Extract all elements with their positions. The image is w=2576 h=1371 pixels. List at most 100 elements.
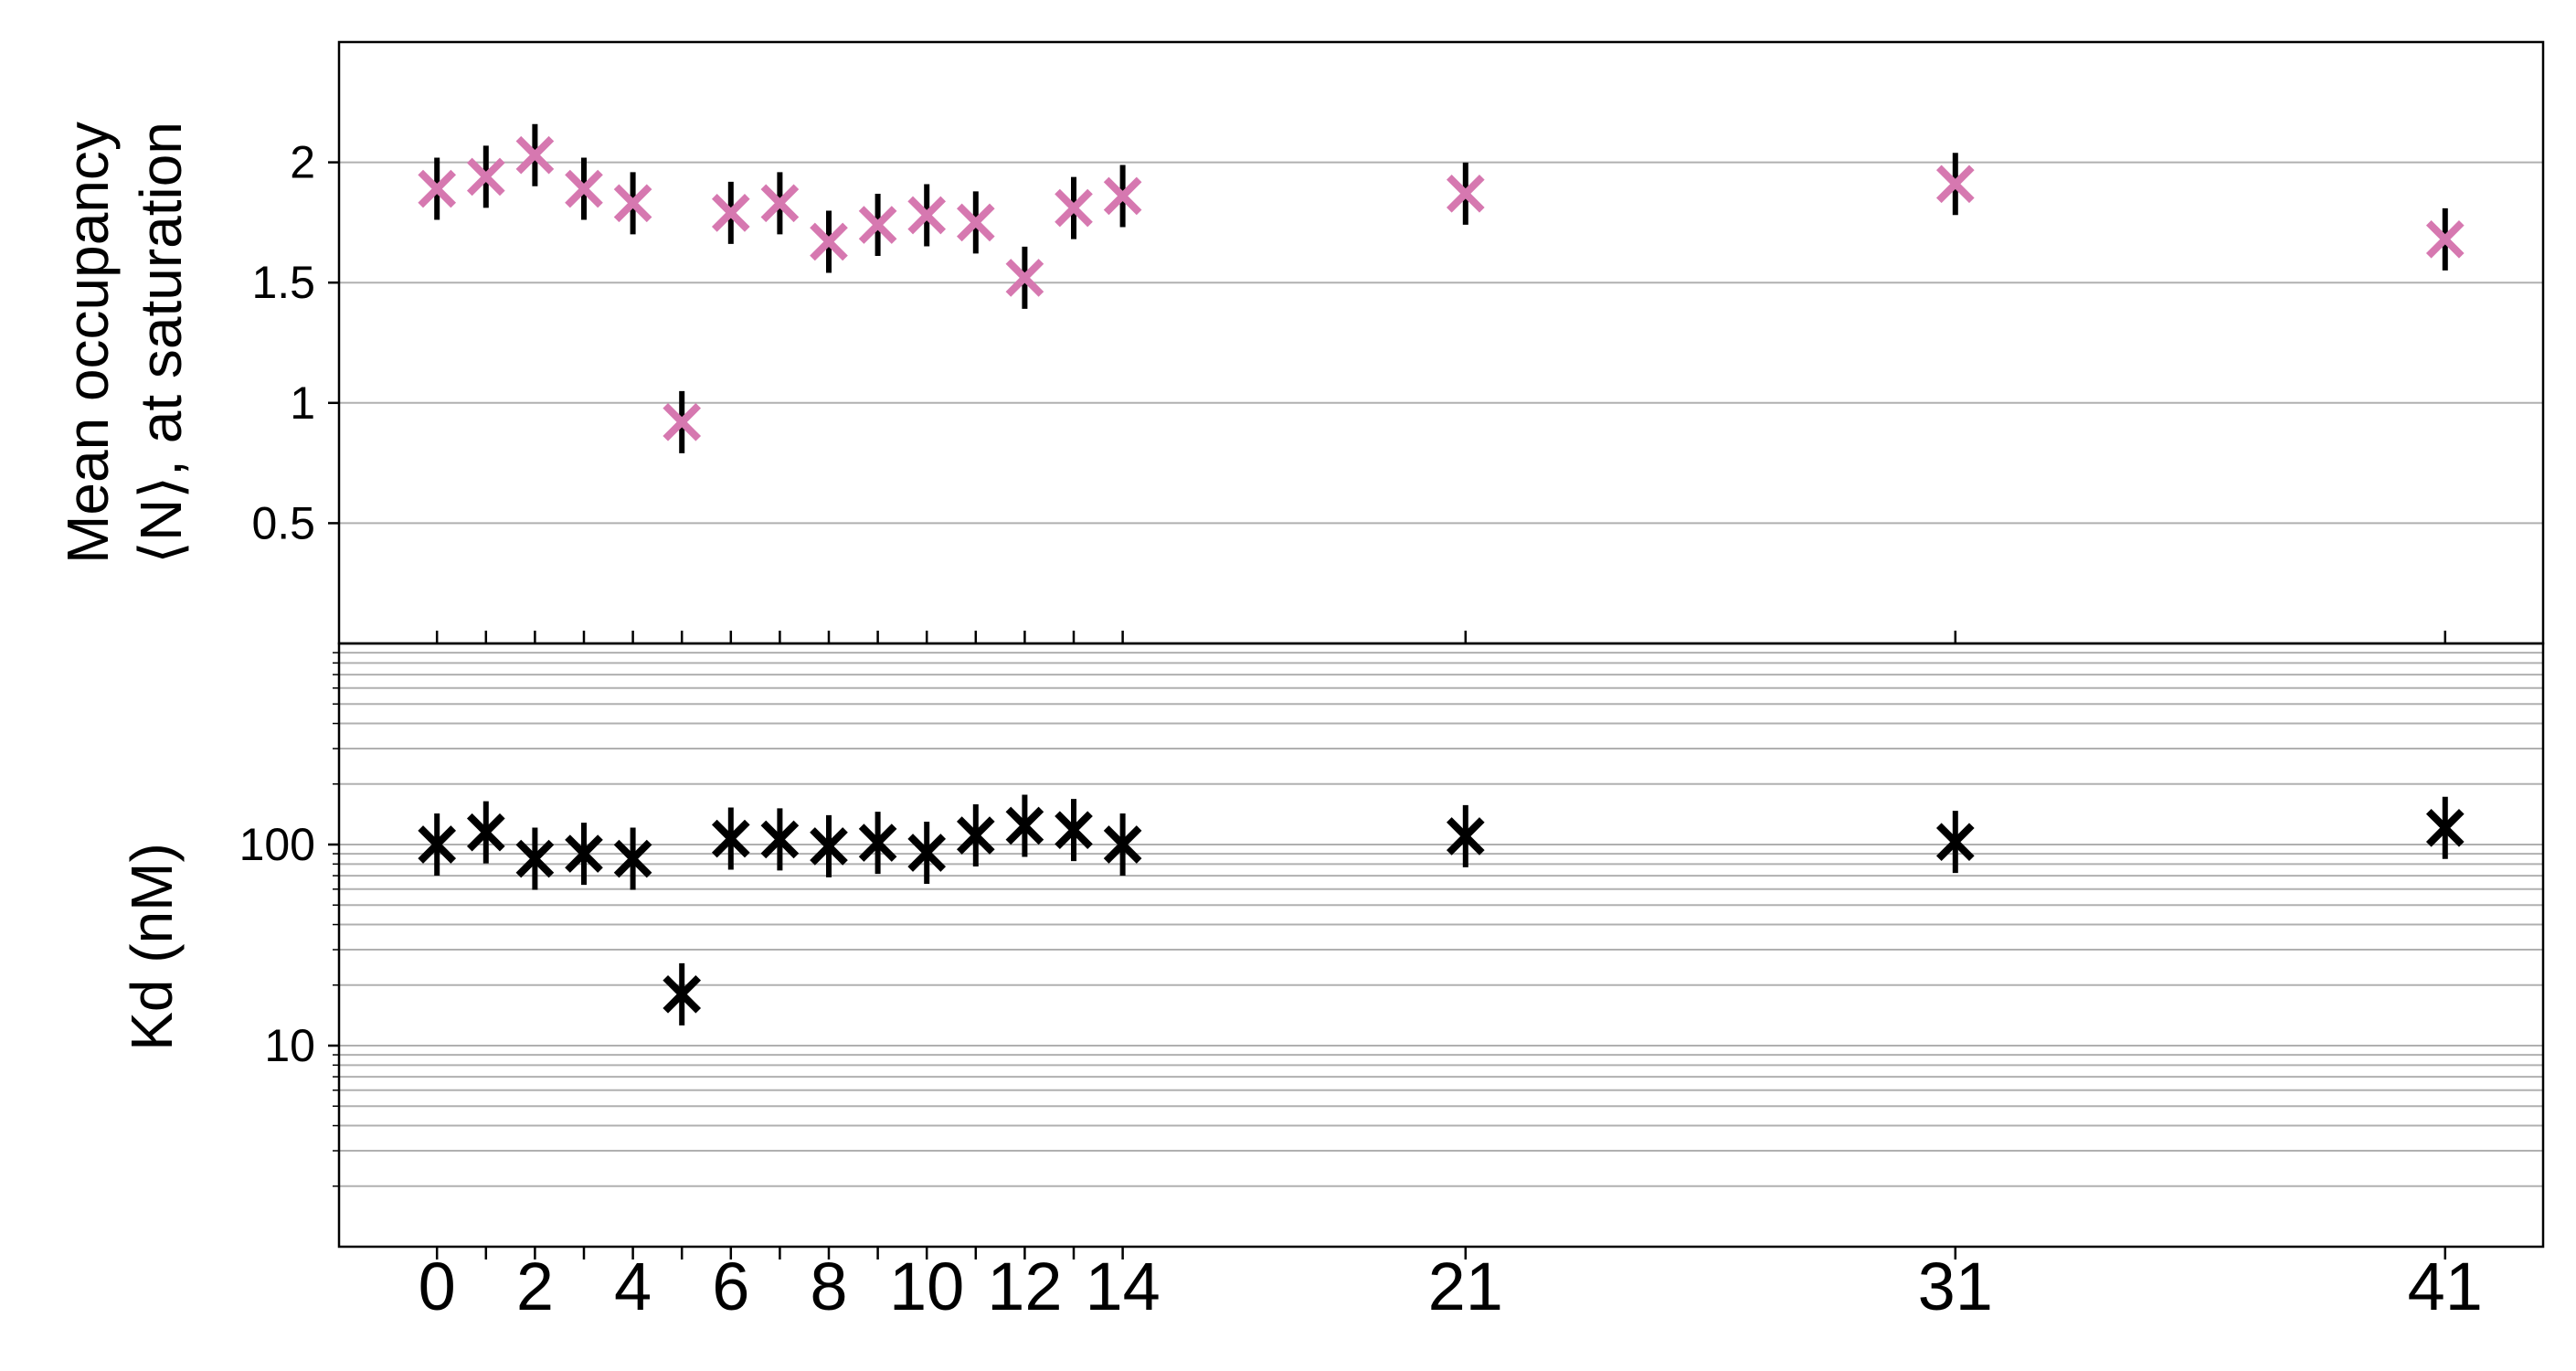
top-y-ticks: 0.5 1 1.5 2 xyxy=(251,137,339,548)
x-tick-label-8: 8 xyxy=(810,1249,847,1324)
kd-marker-17 xyxy=(2425,808,2465,847)
top-y-tick-label-1: 1 xyxy=(290,377,315,429)
occupancy-point-1 xyxy=(466,145,505,208)
top-panel-grid xyxy=(339,161,2543,525)
x-ticks: 0 2 4 6 8 10 12 14 21 31 41 xyxy=(419,631,2483,1324)
kd-marker-7 xyxy=(760,820,800,859)
occupancy-point-13 xyxy=(1055,176,1093,239)
kd-marker-14 xyxy=(1103,825,1142,864)
kd-marker-12 xyxy=(1005,806,1044,845)
bottom-y-ticks: 10 100 xyxy=(239,652,339,1187)
occupancy-marker-12 xyxy=(1005,259,1044,297)
kd-marker-1 xyxy=(466,813,505,852)
kd-point-12 xyxy=(1005,794,1044,857)
kd-point-6 xyxy=(711,807,750,870)
kd-point-16 xyxy=(1935,811,1975,874)
occupancy-point-15 xyxy=(1446,162,1485,225)
kd-marker-11 xyxy=(956,816,995,855)
kd-point-17 xyxy=(2425,796,2465,859)
occupancy-point-4 xyxy=(613,172,652,235)
x-tick-label-10: 10 xyxy=(889,1249,964,1324)
kd-marker-9 xyxy=(858,824,897,862)
x-tick-label-0: 0 xyxy=(419,1249,456,1324)
x-tick-label-21: 21 xyxy=(1428,1249,1503,1324)
bottom-panel-frame xyxy=(337,642,2545,1249)
occupancy-marker-7 xyxy=(760,184,800,223)
x-tick-label-31: 31 xyxy=(1918,1249,1993,1324)
kd-marker-13 xyxy=(1055,811,1093,850)
kd-marker-15 xyxy=(1446,817,1485,856)
occupancy-marker-9 xyxy=(858,206,897,244)
top-y-tick-label-0: 0.5 xyxy=(251,497,315,548)
occupancy-marker-15 xyxy=(1446,174,1485,213)
occupancy-point-9 xyxy=(858,194,897,257)
x-tick-label-12: 12 xyxy=(987,1249,1062,1324)
occupancy-point-14 xyxy=(1103,165,1142,228)
occupancy-point-10 xyxy=(907,184,947,247)
bottom-y-tick-label-0: 10 xyxy=(264,1020,315,1071)
kd-point-15 xyxy=(1446,804,1485,867)
kd-point-0 xyxy=(418,813,457,876)
occupancy-point-0 xyxy=(418,157,457,220)
bottom-panel-points xyxy=(418,794,2465,1026)
occupancy-marker-10 xyxy=(907,196,947,235)
top-y-axis-title-line2: ⟨N⟩, at saturation xyxy=(128,122,194,564)
kd-marker-6 xyxy=(711,819,750,858)
occupancy-marker-17 xyxy=(2425,219,2465,259)
kd-point-13 xyxy=(1055,799,1093,862)
kd-point-5 xyxy=(663,962,702,1026)
occupancy-point-7 xyxy=(760,172,800,235)
occupancy-point-16 xyxy=(1935,153,1975,216)
occupancy-point-5 xyxy=(663,390,702,453)
occupancy-point-12 xyxy=(1005,246,1044,309)
occupancy-point-3 xyxy=(565,157,603,220)
occupancy-marker-5 xyxy=(663,403,702,441)
kd-point-9 xyxy=(858,812,897,875)
bottom-panel-grid xyxy=(339,652,2543,1187)
occupancy-marker-6 xyxy=(711,194,750,232)
occupancy-point-2 xyxy=(515,123,555,186)
kd-marker-8 xyxy=(810,827,848,866)
x-tick-label-14: 14 xyxy=(1085,1249,1160,1324)
kd-point-1 xyxy=(466,801,505,864)
kd-marker-4 xyxy=(613,839,652,878)
occupancy-marker-4 xyxy=(613,184,652,223)
kd-point-3 xyxy=(565,823,603,886)
occupancy-point-8 xyxy=(810,210,848,273)
occupancy-marker-14 xyxy=(1103,176,1142,216)
kd-marker-3 xyxy=(565,834,603,873)
occupancy-marker-1 xyxy=(466,157,505,197)
x-tick-label-41: 41 xyxy=(2408,1249,2483,1324)
occupancy-point-11 xyxy=(956,191,995,254)
occupancy-marker-13 xyxy=(1055,188,1093,228)
x-tick-label-4: 4 xyxy=(614,1249,652,1324)
x-tick-label-2: 2 xyxy=(516,1249,554,1324)
occupancy-marker-16 xyxy=(1935,165,1975,204)
kd-point-14 xyxy=(1103,813,1142,876)
kd-marker-16 xyxy=(1935,823,1975,862)
kd-point-10 xyxy=(907,822,947,885)
x-tick-label-6: 6 xyxy=(712,1249,749,1324)
kd-marker-2 xyxy=(515,839,555,878)
top-y-tick-label-3: 2 xyxy=(290,137,315,188)
occupancy-point-6 xyxy=(711,181,750,244)
kd-point-2 xyxy=(515,827,555,890)
bottom-y-tick-label-1: 100 xyxy=(239,819,315,870)
kd-marker-0 xyxy=(418,825,457,864)
kd-point-11 xyxy=(956,804,995,867)
kd-point-7 xyxy=(760,808,800,871)
occupancy-marker-2 xyxy=(515,135,555,175)
top-panel-frame xyxy=(337,40,2545,645)
occupancy-point-17 xyxy=(2425,207,2465,271)
bottom-y-axis-title: Kd (nM) xyxy=(119,843,185,1051)
occupancy-marker-3 xyxy=(565,169,603,208)
top-y-tick-label-2: 1.5 xyxy=(251,257,315,308)
kd-point-4 xyxy=(613,827,652,890)
kd-point-8 xyxy=(810,814,848,877)
kd-marker-5 xyxy=(663,975,702,1014)
top-panel-points xyxy=(418,123,2465,453)
occupancy-marker-0 xyxy=(418,169,457,208)
top-y-axis-title-line1: Mean occupancy xyxy=(55,122,121,564)
occupancy-marker-8 xyxy=(810,222,848,261)
